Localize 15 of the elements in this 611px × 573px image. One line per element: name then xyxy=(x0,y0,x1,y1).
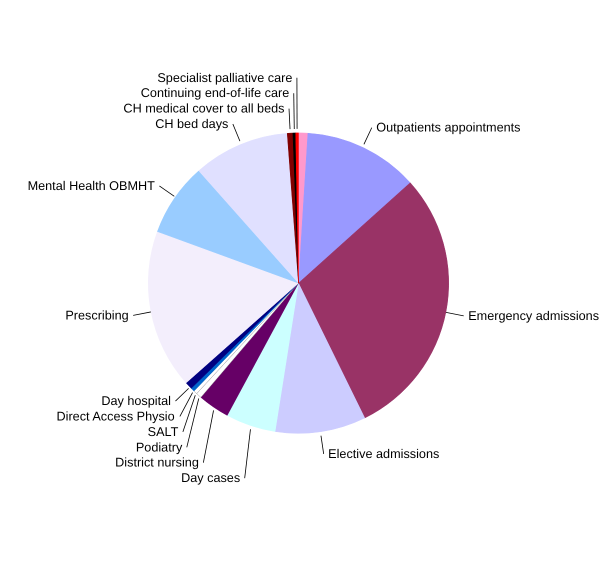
slice-label: Day hospital xyxy=(101,394,171,408)
slice-label: CH medical cover to all beds xyxy=(123,102,285,116)
slice-label: SALT xyxy=(148,424,179,439)
slice-label: Mental Health OBMHT xyxy=(28,178,156,193)
slice-label: Outpatients appointments xyxy=(376,120,521,135)
slice-label: Emergency admissions xyxy=(468,308,600,323)
slice-label: Continuing end-of-life care xyxy=(140,86,290,100)
slice-label: CH bed days xyxy=(155,117,228,132)
slice-label: Elective admissions xyxy=(328,446,440,461)
slice-label: Prescribing xyxy=(65,308,129,322)
slice-label: Podiatry xyxy=(136,440,183,454)
slice-label: District nursing xyxy=(115,456,199,470)
slice-label: Day cases xyxy=(181,471,240,486)
slice-label: Direct Access Physio xyxy=(56,409,175,424)
slice-label: Specialist palliative care xyxy=(157,70,292,85)
